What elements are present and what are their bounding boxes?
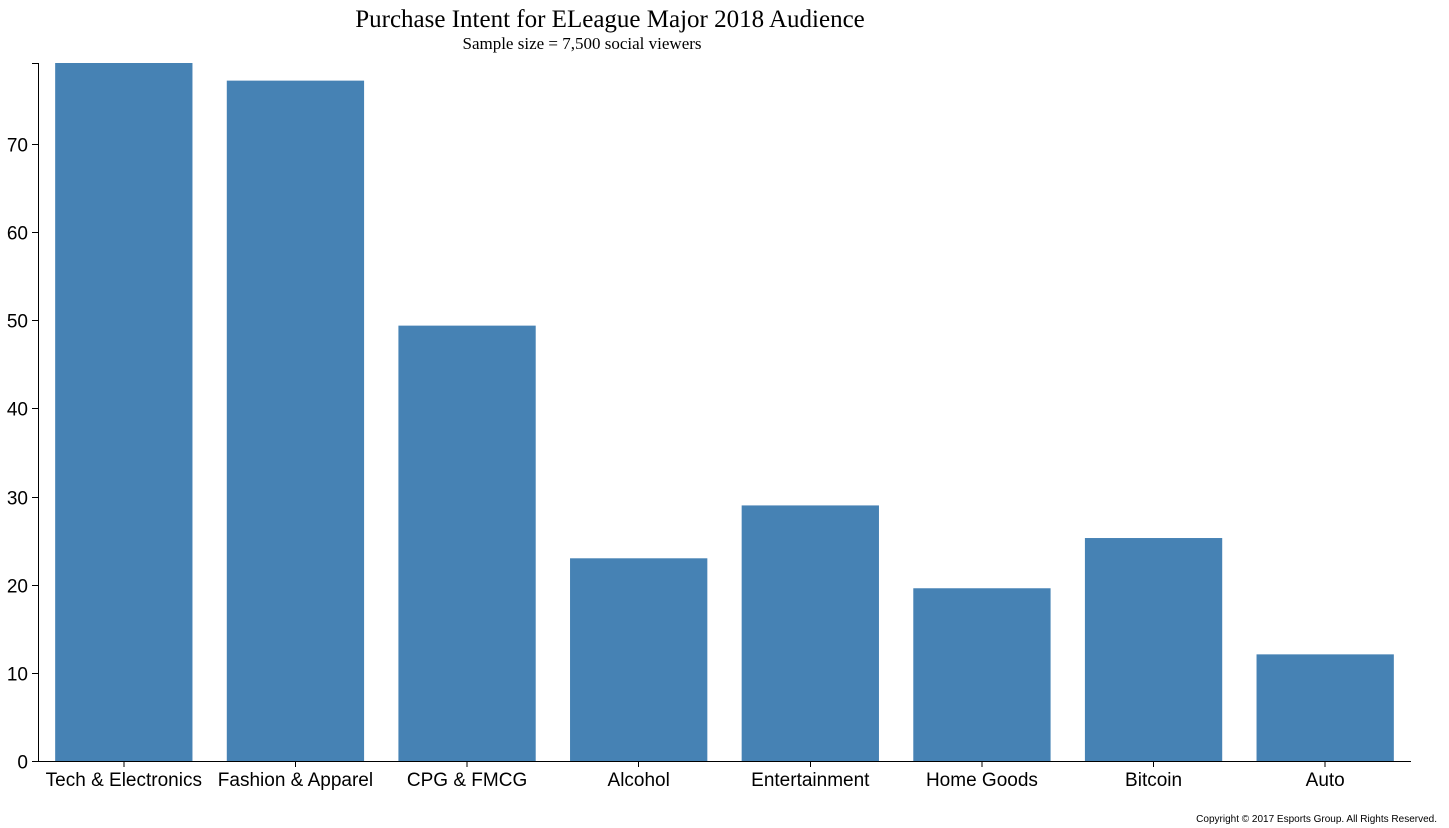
bar-tech-electronics [55,63,193,761]
x-tick-label: Alcohol [608,770,670,791]
y-tick-label: 30 [7,489,28,510]
y-tick-label: 70 [7,136,28,157]
x-tick-label: Auto [1306,770,1345,791]
y-tick-label: 40 [7,400,28,421]
y-tick-label: 0 [17,753,28,774]
x-tick-label: Bitcoin [1125,770,1182,791]
bars-group [55,63,1394,761]
copyright-notice: Copyright © 2017 Esports Group. All Righ… [1196,814,1437,825]
bar-cpg-fmcg [398,325,536,761]
x-tick-label: CPG & FMCG [407,770,527,791]
x-tick-label: Fashion & Apparel [218,770,373,791]
bar-home-goods [913,588,1051,761]
x-axis: Tech & Electronics Fashion & Apparel CPG &… [38,761,1411,791]
chart-title: Purchase Intent for ELeague Major 2018 A… [355,6,865,33]
bar-fashion-apparel [226,80,365,761]
y-tick-label: 20 [7,577,28,598]
x-tick-label: Home Goods [926,770,1038,791]
bar-auto [1256,654,1394,761]
y-tick-label: 10 [7,665,28,686]
y-tick-label: 60 [7,224,28,245]
x-tick-label: Entertainment [751,770,870,791]
x-tick-label: Tech & Electronics [46,770,202,791]
bar-entertainment [741,505,879,761]
bar-bitcoin [1084,538,1223,761]
chart-subtitle: Sample size = 7,500 social viewers [462,34,701,53]
bar-alcohol [570,558,708,761]
y-axis-line [32,63,39,762]
y-axis: 0 10 20 30 40 50 60 70 [7,63,39,774]
y-tick-label: 50 [7,312,28,333]
